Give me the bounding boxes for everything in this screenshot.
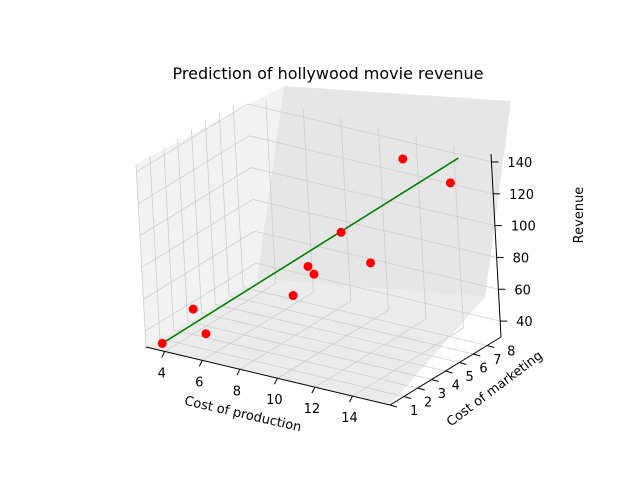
z-tick-label: 100 xyxy=(511,220,536,235)
plot-layer xyxy=(157,154,459,348)
z-tick-label: 140 xyxy=(507,156,532,171)
grid-line-x xyxy=(415,136,427,320)
y-tick-label: 3 xyxy=(438,387,446,402)
z-tick-label: 60 xyxy=(514,283,531,298)
data-point xyxy=(288,291,298,301)
data-point xyxy=(398,154,408,164)
grid-line-y xyxy=(177,138,189,322)
grid-line-z xyxy=(250,167,496,226)
grid-line-x xyxy=(453,145,464,329)
data-point xyxy=(336,227,346,237)
left-back-pane xyxy=(136,86,284,347)
y-tick-mark xyxy=(403,396,412,399)
data-point xyxy=(157,338,167,348)
grid-line-z xyxy=(139,167,252,236)
x-tick-mark xyxy=(273,378,278,385)
y-tick-label: 7 xyxy=(493,353,501,368)
x-tick-label: 12 xyxy=(304,402,321,417)
x-tick-label: 8 xyxy=(233,384,241,399)
y-tick-mark xyxy=(445,370,453,374)
grid-line-z xyxy=(143,230,255,300)
y-tick-mark xyxy=(389,404,398,408)
data-point xyxy=(309,269,319,279)
grid-line-y xyxy=(173,329,418,389)
grid-line-z xyxy=(247,103,492,163)
grid-line-y xyxy=(187,321,432,380)
x-tick-mark xyxy=(349,395,353,403)
y-tick-label: 1 xyxy=(410,404,418,419)
y-tick-mark xyxy=(486,345,495,348)
grid-line-z xyxy=(144,262,257,332)
grid-line-x xyxy=(302,109,314,293)
y-tick-mark xyxy=(459,362,467,365)
x-tick-label: 10 xyxy=(266,393,283,408)
grid-line-y xyxy=(204,121,216,305)
axes xyxy=(145,153,508,408)
y-tick-label: 6 xyxy=(479,362,487,377)
grid-line-y xyxy=(215,304,460,363)
x-tick-mark xyxy=(311,386,316,394)
y-tick-mark xyxy=(417,387,425,391)
y-tick-label: 4 xyxy=(452,379,460,394)
grid-line-z xyxy=(252,199,497,258)
grid-line-y xyxy=(218,112,230,297)
regression-line xyxy=(161,157,459,345)
grid-line-y xyxy=(232,104,244,288)
x-tick-label: 6 xyxy=(195,375,203,390)
y-tick-label: 5 xyxy=(466,370,474,385)
chart-title: Prediction of hollywood movie revenue xyxy=(173,64,484,83)
floor-pane xyxy=(146,279,485,405)
z-tick-label: 120 xyxy=(509,188,534,203)
grid-line-y xyxy=(201,312,446,372)
x-tick-label: 14 xyxy=(341,411,358,426)
grid-line-y xyxy=(163,146,175,331)
grid-line-z xyxy=(137,135,250,205)
data-point xyxy=(201,329,211,339)
x-tick-mark xyxy=(236,369,241,376)
grid-line-y xyxy=(159,338,404,397)
grid-line-x xyxy=(377,127,389,311)
y-tick-label: 8 xyxy=(507,345,515,360)
grid-lines xyxy=(135,100,501,406)
data-point xyxy=(303,261,313,271)
grid-line-z xyxy=(136,103,248,173)
z-tick-label: 40 xyxy=(516,315,533,330)
y-tick-label: 2 xyxy=(424,396,432,411)
data-point xyxy=(188,304,198,314)
grid-line-z xyxy=(254,230,499,290)
grid-line-z xyxy=(141,199,253,268)
grid-line-y xyxy=(229,295,474,355)
x-axis-line xyxy=(145,346,391,406)
grid-line-y xyxy=(243,287,488,346)
z-axis-label: Revenue xyxy=(572,187,587,244)
y-tick-mark xyxy=(431,379,439,382)
x-tick-label: 4 xyxy=(158,366,166,381)
grid-line-z xyxy=(256,262,501,322)
data-point xyxy=(366,258,376,268)
grid-line-x xyxy=(340,118,352,302)
x-axis-label: Cost of production xyxy=(183,394,303,436)
z-axis-line xyxy=(490,153,502,338)
x-tick-mark xyxy=(161,351,166,358)
grid-line-y xyxy=(191,129,202,314)
grid-line-x xyxy=(265,100,277,284)
grid-line-y xyxy=(149,155,161,339)
data-point xyxy=(445,178,455,188)
right-back-pane xyxy=(257,86,511,297)
grid-line-y xyxy=(135,163,147,348)
x-tick-mark xyxy=(198,360,203,367)
z-tick-label: 80 xyxy=(513,251,530,266)
y-tick-mark xyxy=(473,353,481,357)
